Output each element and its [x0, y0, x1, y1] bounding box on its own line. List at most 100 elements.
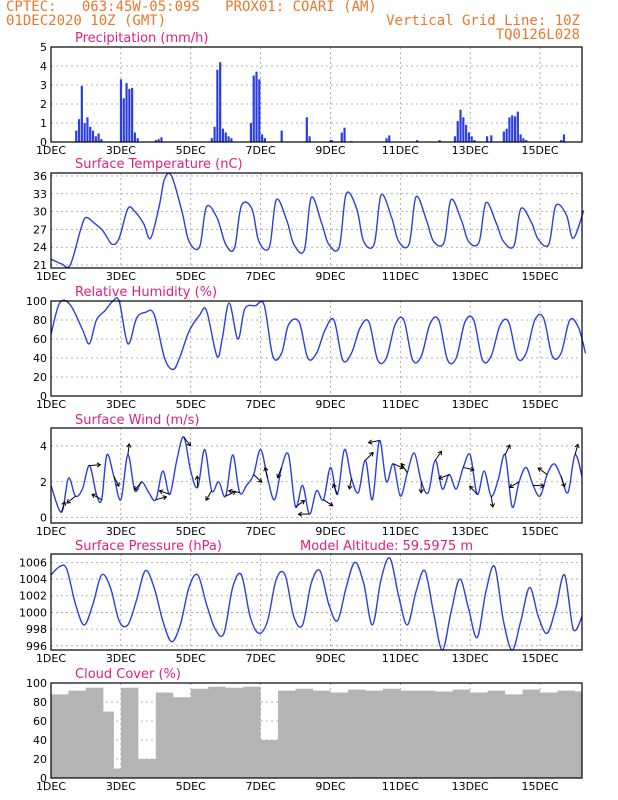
y-tick-label: 40: [33, 352, 47, 365]
x-tick-label: 5DEC: [176, 525, 206, 538]
x-tick-label: 3DEC: [106, 780, 136, 793]
x-tick-label: 1DEC: [36, 270, 66, 283]
series-line: [50, 172, 585, 269]
precip-bar: [502, 131, 505, 142]
wind-arrow-shaft: [225, 491, 236, 497]
x-tick-label: 1DEC: [36, 525, 66, 538]
precip-bar: [459, 109, 462, 142]
x-tick-label: 5DEC: [176, 270, 206, 283]
y-tick-label: 996: [26, 640, 47, 653]
wind-arrow-shaft: [434, 450, 442, 461]
y-tick-label: 3: [40, 79, 47, 92]
wind-arrow-shaft: [253, 474, 263, 483]
wind-arrow-shaft: [127, 443, 130, 455]
precip-bar: [89, 126, 92, 142]
precip-bar: [508, 117, 511, 142]
header-line2-right: Vertical Grid Line: 10Z: [386, 13, 580, 29]
x-tick-label: 11DEC: [382, 398, 419, 411]
precip-bar: [438, 140, 441, 142]
wind-arrow-head: [300, 500, 306, 505]
wind-arrow-shaft: [295, 500, 305, 508]
wind-arrow-shaft: [134, 481, 143, 491]
x-tick-label: 11DEC: [382, 780, 419, 793]
wind-arrow-shaft: [400, 463, 408, 474]
wind-arrow-head: [399, 464, 405, 470]
series-line: [50, 297, 587, 371]
panel-title: Relative Humidity (%): [75, 285, 217, 300]
precip-bar: [128, 88, 131, 142]
y-tick-label: 27: [33, 223, 47, 236]
precip-bar: [511, 115, 514, 142]
x-tick-label: 15DEC: [522, 398, 559, 411]
x-tick-label: 13DEC: [452, 525, 489, 538]
x-tick-label: 9DEC: [315, 144, 345, 157]
wind-arrow-shaft: [196, 476, 199, 488]
precip-bar: [456, 121, 459, 142]
precip-bar: [133, 132, 137, 142]
x-tick-label: 7DEC: [246, 398, 276, 411]
precip-bar: [94, 136, 97, 142]
wind-arrow-shaft: [61, 501, 66, 513]
header-line1: CPTEC: 063:45W-05:09S PROX01: COARI (AM): [6, 0, 377, 15]
precip-bar: [100, 139, 103, 142]
wind-arrow-head: [469, 485, 474, 491]
wind-arrow-shaft: [463, 466, 475, 471]
x-tick-label: 5DEC: [176, 780, 206, 793]
x-tick-label: 3DEC: [106, 652, 136, 665]
panel-title: Surface Wind (m/s): [75, 413, 199, 428]
precip-bar: [453, 136, 457, 142]
x-tick-label: 1DEC: [36, 780, 66, 793]
precip-bar: [83, 123, 86, 142]
x-tick-label: 7DEC: [246, 144, 276, 157]
precip-bar: [513, 116, 517, 142]
x-tick-label: 1DEC: [36, 398, 66, 411]
precip-bar: [416, 140, 419, 142]
header-line3-right: TQ0126L028: [495, 27, 580, 43]
x-tick-label: 15DEC: [522, 270, 559, 283]
wind-arrow-head: [418, 489, 424, 494]
x-tick-label: 5DEC: [176, 144, 206, 157]
wind-arrow-shaft: [560, 476, 566, 487]
wind-arrow-shaft: [264, 467, 269, 479]
precip-bar: [525, 140, 528, 142]
precip-bar: [329, 140, 332, 142]
x-tick-label: 11DEC: [382, 525, 419, 538]
x-tick-label: 1DEC: [36, 652, 66, 665]
precip-bar: [75, 130, 78, 142]
x-tick-label: 13DEC: [452, 780, 489, 793]
precip-bar: [210, 138, 213, 142]
wind-arrow-head: [158, 489, 164, 495]
precip-bar: [224, 132, 227, 142]
x-tick-label: 15DEC: [522, 525, 559, 538]
wind-arrow-head: [369, 451, 374, 457]
precip-bar: [252, 75, 255, 142]
precip-bar: [308, 136, 311, 142]
wind-arrow-shaft: [113, 476, 120, 487]
wind-arrow-head: [537, 467, 543, 472]
x-tick-label: 11DEC: [382, 652, 419, 665]
wind-arrow-head: [61, 500, 67, 506]
x-tick-label: 9DEC: [315, 525, 345, 538]
precip-bar: [385, 138, 388, 142]
x-tick-label: 3DEC: [106, 525, 136, 538]
wind-arrow-head: [162, 495, 168, 501]
wind-arrow-head: [574, 443, 580, 449]
wind-arrow-shaft: [533, 484, 545, 487]
y-tick-label: 5: [40, 41, 47, 54]
wind-arrow-head: [506, 444, 511, 449]
y-tick-label: 4: [40, 60, 47, 73]
y-tick-label: 1006: [19, 556, 47, 569]
wind-arrow-head: [66, 499, 71, 504]
precip-bar: [258, 79, 261, 142]
wind-arrow-head: [508, 483, 514, 489]
y-tick-label: 2: [40, 476, 47, 489]
precip-bar: [263, 138, 266, 142]
model-altitude-annotation: Model Altitude: 59.5975 m: [300, 539, 473, 554]
panel-frame: [50, 553, 583, 651]
wind-arrow-shaft: [365, 452, 374, 461]
panel-frame: [50, 427, 583, 524]
precip-bar: [91, 130, 95, 142]
y-tick-label: 0: [40, 512, 47, 525]
y-tick-label: 60: [33, 333, 47, 346]
precip-bar: [249, 123, 253, 142]
